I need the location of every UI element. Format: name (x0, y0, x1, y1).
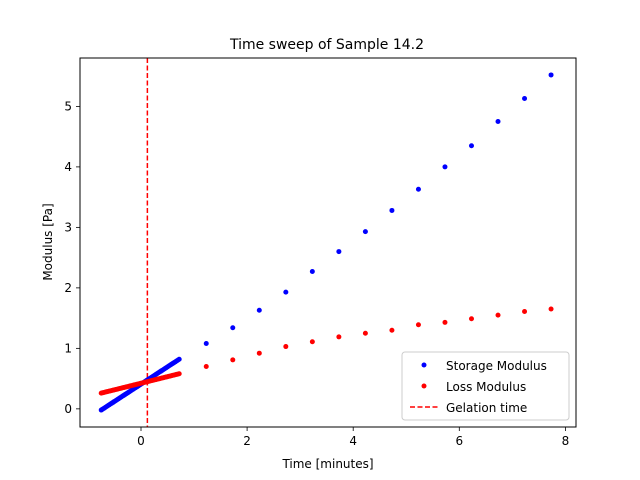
loss-modulus-point (495, 312, 501, 318)
legend: Storage Modulus Loss Modulus Gelation ti… (401, 351, 570, 421)
legend-loss-label: Loss Modulus (446, 380, 526, 394)
x-tick-label: 4 (349, 434, 357, 448)
storage-modulus-point (283, 289, 289, 295)
storage-modulus-point (336, 249, 342, 255)
y-tick-label: 0 (64, 402, 72, 416)
storage-modulus-point (442, 164, 448, 170)
loss-modulus-point (256, 350, 262, 356)
loss-modulus-point (309, 339, 315, 345)
loss-modulus-point (468, 316, 474, 322)
storage-modulus-point (230, 325, 236, 331)
x-tick-label: 0 (137, 434, 145, 448)
legend-gelation-label: Gelation time (446, 401, 527, 415)
y-tick-label: 1 (64, 341, 72, 355)
y-axis-label: Modulus [Pa] (41, 203, 55, 280)
x-tick-label: 6 (455, 434, 463, 448)
y-tick-label: 2 (64, 281, 72, 295)
loss-modulus-point (548, 306, 554, 312)
storage-modulus-point (203, 341, 209, 347)
axes-frame (79, 57, 577, 428)
storage-modulus-point (309, 269, 315, 275)
x-axis-ticks: 0 2 4 6 8 (137, 427, 569, 448)
plot-area (98, 58, 554, 427)
loss-modulus-point (336, 334, 342, 340)
loss-modulus-point (176, 371, 182, 377)
x-tick-label: 2 (243, 434, 251, 448)
storage-modulus-point (468, 143, 474, 149)
storage-modulus-point (522, 96, 528, 102)
y-tick-label: 4 (64, 160, 72, 174)
legend-frame (401, 351, 570, 421)
y-tick-label: 3 (64, 220, 72, 234)
storage-modulus-point (176, 356, 182, 362)
loss-modulus-point (283, 344, 289, 350)
storage-modulus-point (389, 207, 395, 213)
chart-title: Time sweep of Sample 14.2 (229, 37, 424, 53)
storage-modulus-point (415, 186, 421, 192)
x-axis-label: Time [minutes] (281, 457, 373, 471)
storage-modulus-point (495, 119, 501, 125)
y-tick-label: 5 (64, 99, 72, 113)
loss-modulus-point (203, 364, 209, 370)
legend-loss-marker (421, 383, 427, 389)
loss-modulus-point (522, 308, 528, 314)
storage-modulus-point (256, 307, 262, 313)
y-axis-ticks: 0 1 2 3 4 5 (64, 99, 80, 416)
loss-modulus-point (362, 330, 368, 336)
storage-modulus-series (98, 72, 554, 413)
x-tick-label: 8 (562, 434, 570, 448)
storage-modulus-point (548, 72, 554, 78)
loss-modulus-point (442, 319, 448, 325)
loss-modulus-series (98, 306, 554, 396)
loss-modulus-point (415, 322, 421, 328)
loss-modulus-point (230, 357, 236, 363)
legend-storage-marker (421, 362, 427, 368)
loss-modulus-point (389, 327, 395, 333)
storage-modulus-point (362, 229, 368, 235)
legend-storage-label: Storage Modulus (446, 359, 547, 373)
